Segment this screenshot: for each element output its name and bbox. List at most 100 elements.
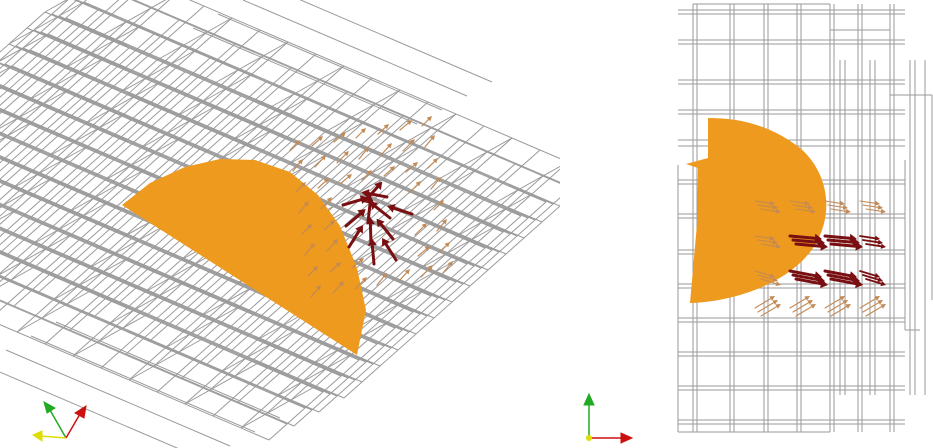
mesh-edge (40, 31, 518, 237)
mesh-edge (324, 89, 401, 133)
mesh-edge (26, 27, 504, 233)
perspective-view[interactable] (0, 0, 596, 448)
mesh-edge (0, 177, 53, 208)
mesh-edge (10, 55, 264, 281)
vector-arrow (865, 304, 886, 317)
vector-arrow (427, 158, 438, 169)
vector-arrow (332, 281, 344, 294)
mesh-edge (0, 69, 239, 283)
mesh-edge (0, 43, 236, 254)
mesh-wireframe (677, 3, 933, 433)
vector-arrow (789, 296, 810, 309)
vector-arrow (788, 233, 822, 243)
mesh-edge (0, 275, 313, 411)
vector-arrow (301, 224, 312, 235)
vector-arrow (791, 237, 825, 247)
mesh-edge (380, 113, 457, 157)
vector-arrow (827, 204, 848, 210)
vector-arrow (824, 296, 845, 309)
vector-arrow (376, 273, 387, 286)
mesh-edge (0, 209, 17, 220)
vector-arrow (298, 201, 309, 214)
vector-arrow (760, 278, 781, 286)
vector-arrow (862, 204, 883, 210)
mesh-edge (16, 107, 270, 333)
mesh-edge (0, 23, 74, 90)
vector-arrow (376, 218, 395, 241)
vector-arrow (355, 128, 366, 139)
mesh-edge (7, 29, 261, 255)
mesh-edge (0, 89, 69, 129)
mesh-edge (0, 35, 102, 127)
axis-y-line (49, 409, 67, 439)
vector-arrow (358, 147, 369, 160)
mesh-edge (400, 169, 477, 213)
vector-arrow (792, 300, 813, 313)
mesh-edge (242, 0, 468, 97)
side-view[interactable] (677, 3, 933, 433)
vector-arrow (824, 200, 845, 206)
vector-arrow (827, 300, 848, 313)
vector-arrow (859, 270, 880, 279)
vector-field-arrows (289, 116, 453, 298)
mesh-edge (12, 145, 89, 189)
vector-arrow (310, 285, 321, 298)
mesh-edge (76, 0, 554, 205)
mesh-edge (32, 201, 109, 245)
axis-z-line (39, 435, 67, 439)
mesh-edge (262, 163, 516, 389)
mesh-edge (0, 229, 342, 377)
mesh-edge (364, 201, 441, 245)
mesh-edge (299, 0, 493, 83)
mesh-edge (5, 349, 231, 447)
vector-arrow (402, 139, 415, 152)
xy-orientation-triad-icon (583, 392, 634, 444)
mesh-edge (318, 197, 560, 413)
vector-arrow (387, 204, 414, 216)
mesh-edge (192, 27, 418, 125)
mesh-edge (0, 0, 78, 70)
mesh-edge (0, 121, 33, 141)
axis-z-arrowhead (31, 430, 43, 442)
vector-field-arrows (754, 200, 886, 317)
vector-arrow (862, 274, 883, 283)
mesh-edge (131, 0, 560, 184)
vector-arrow (439, 242, 450, 253)
vector-arrow (760, 304, 781, 317)
mesh-edge (0, 250, 345, 399)
mesh-edge (293, 201, 547, 427)
mesh-edge (0, 265, 37, 287)
mesh-edge (384, 257, 461, 301)
mesh-edge (128, 337, 205, 381)
mesh-edge (0, 21, 127, 135)
vector-arrow (398, 269, 410, 282)
mesh-edge (0, 233, 73, 275)
mesh-edge (22, 47, 500, 253)
mesh-edge (0, 252, 331, 395)
vector-arrow (354, 277, 367, 290)
vector-arrow (307, 266, 318, 277)
mesh-edge (164, 305, 241, 349)
vector-arrow (760, 208, 781, 214)
mesh-edge (58, 15, 536, 221)
mesh-edge (0, 95, 242, 311)
xyz-orientation-triad-icon (31, 400, 87, 442)
mesh-edge (259, 137, 513, 363)
vector-arrow (336, 151, 349, 164)
mesh-edge (29, 49, 507, 255)
vector-arrow (760, 243, 781, 249)
mesh-edge (0, 276, 306, 409)
vector-arrow (383, 166, 395, 177)
mesh-edge (0, 17, 233, 225)
mesh-edge (436, 137, 513, 181)
mesh-edge (0, 324, 270, 441)
mesh-edge (220, 329, 297, 373)
mesh-edge (456, 193, 533, 237)
mesh-edge (48, 113, 125, 157)
vector-arrow (865, 243, 886, 249)
vector-arrow (323, 220, 335, 231)
vector-arrow (320, 197, 332, 210)
mesh-edge (276, 353, 353, 397)
